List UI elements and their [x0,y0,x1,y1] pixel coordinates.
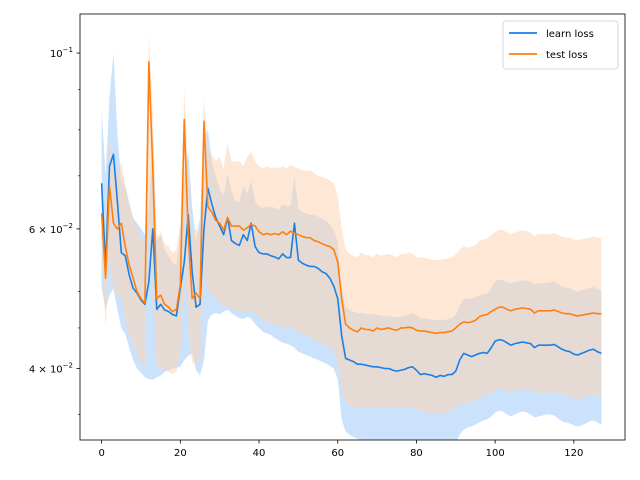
line-test-loss [100,60,602,335]
y-tick-label: 4 × 10−2 [29,362,73,376]
x-tick-label: 0 [98,448,104,459]
legend: learn loss test loss [502,20,619,70]
x-tick-label: 100 [486,448,505,459]
y-tick-label: 6 × 10−2 [29,222,73,236]
x-tick-label: 60 [331,448,344,459]
x-tick-label: 40 [253,448,266,459]
line-learn-loss [100,153,602,379]
plot-area [100,32,602,440]
x-tick-label: 20 [174,448,187,459]
legend-label-learn-loss: learn loss [546,29,594,40]
y-axis: 10−1 6 × 10−2 4 × 10−2 [29,46,80,415]
x-tick-label: 120 [564,448,583,459]
x-tick-label: 80 [410,448,423,459]
axes-frame [79,13,626,441]
y-tick-label: 10−1 [50,46,73,60]
legend-label-test-loss: test loss [546,50,588,61]
x-axis: 0 20 40 60 80 100 120 [98,440,583,459]
series-lines [100,60,602,379]
